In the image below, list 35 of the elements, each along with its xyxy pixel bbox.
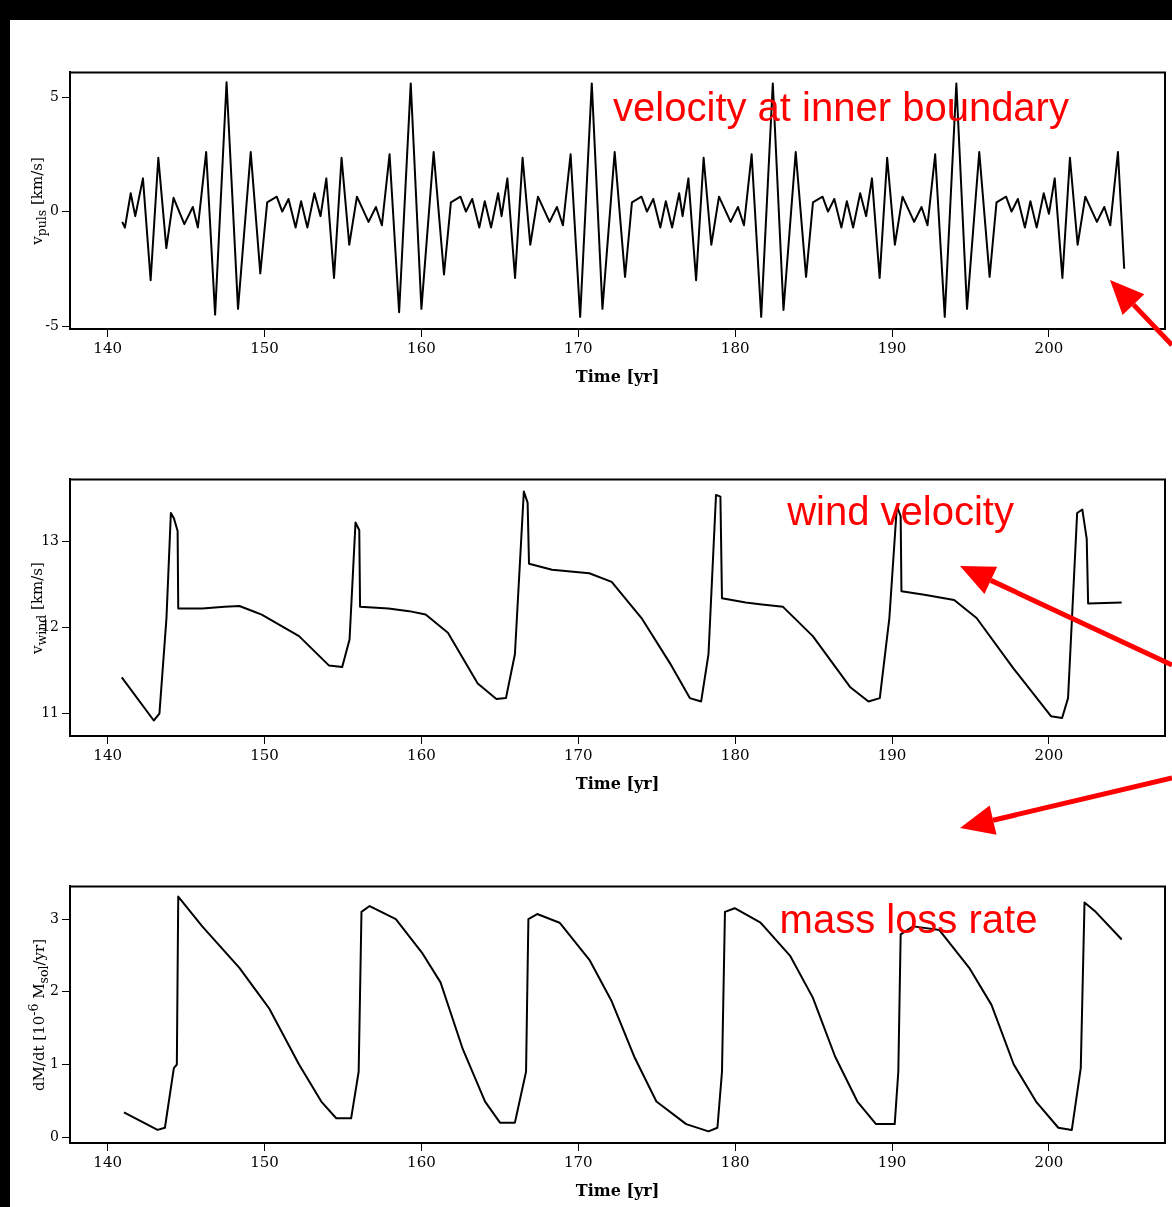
x-tick-label: 160 [407, 745, 436, 764]
x-tick-label: 190 [877, 1152, 907, 1171]
x-tick-label: 140 [93, 338, 122, 357]
x-axis-title: Time [yr] [575, 773, 660, 793]
x-axis-title: Time [yr] [575, 1180, 660, 1200]
y-tick-label: -5 [45, 316, 59, 333]
x-tick-label: 150 [250, 745, 279, 764]
x-tick-label: 170 [563, 745, 593, 764]
x-axis-title: Time [yr] [575, 366, 660, 386]
x-tick-label: 180 [720, 745, 750, 764]
x-tick-label: 150 [250, 338, 279, 357]
y-tick-label: 2 [50, 982, 59, 999]
x-tick-label: 170 [563, 1152, 593, 1171]
x-tick-label: 160 [407, 1152, 436, 1171]
x-tick-label: 200 [1034, 745, 1064, 764]
y-tick-label: 0 [50, 1127, 59, 1144]
x-tick-label: 190 [877, 338, 907, 357]
x-tick-label: 150 [250, 1152, 279, 1171]
x-tick-label: 200 [1034, 338, 1064, 357]
x-tick-label: 170 [563, 338, 593, 357]
x-tick-label: 180 [720, 338, 750, 357]
x-tick-label: 140 [93, 745, 122, 764]
annotation: mass loss rate [779, 896, 1038, 941]
x-tick-label: 180 [720, 1152, 750, 1171]
x-tick-label: 160 [407, 338, 436, 357]
annotation: wind velocity [786, 488, 1014, 533]
y-tick-label: 0 [50, 202, 59, 219]
x-tick-label: 190 [877, 745, 907, 764]
x-tick-label: 200 [1034, 1152, 1064, 1171]
y-tick-label: 5 [50, 87, 59, 104]
y-tick-label: 1 [50, 1055, 59, 1072]
y-tick-label: 13 [41, 532, 59, 549]
y-tick-label: 11 [41, 704, 59, 721]
x-tick-label: 140 [93, 1152, 122, 1171]
y-tick-label: 3 [50, 909, 59, 926]
